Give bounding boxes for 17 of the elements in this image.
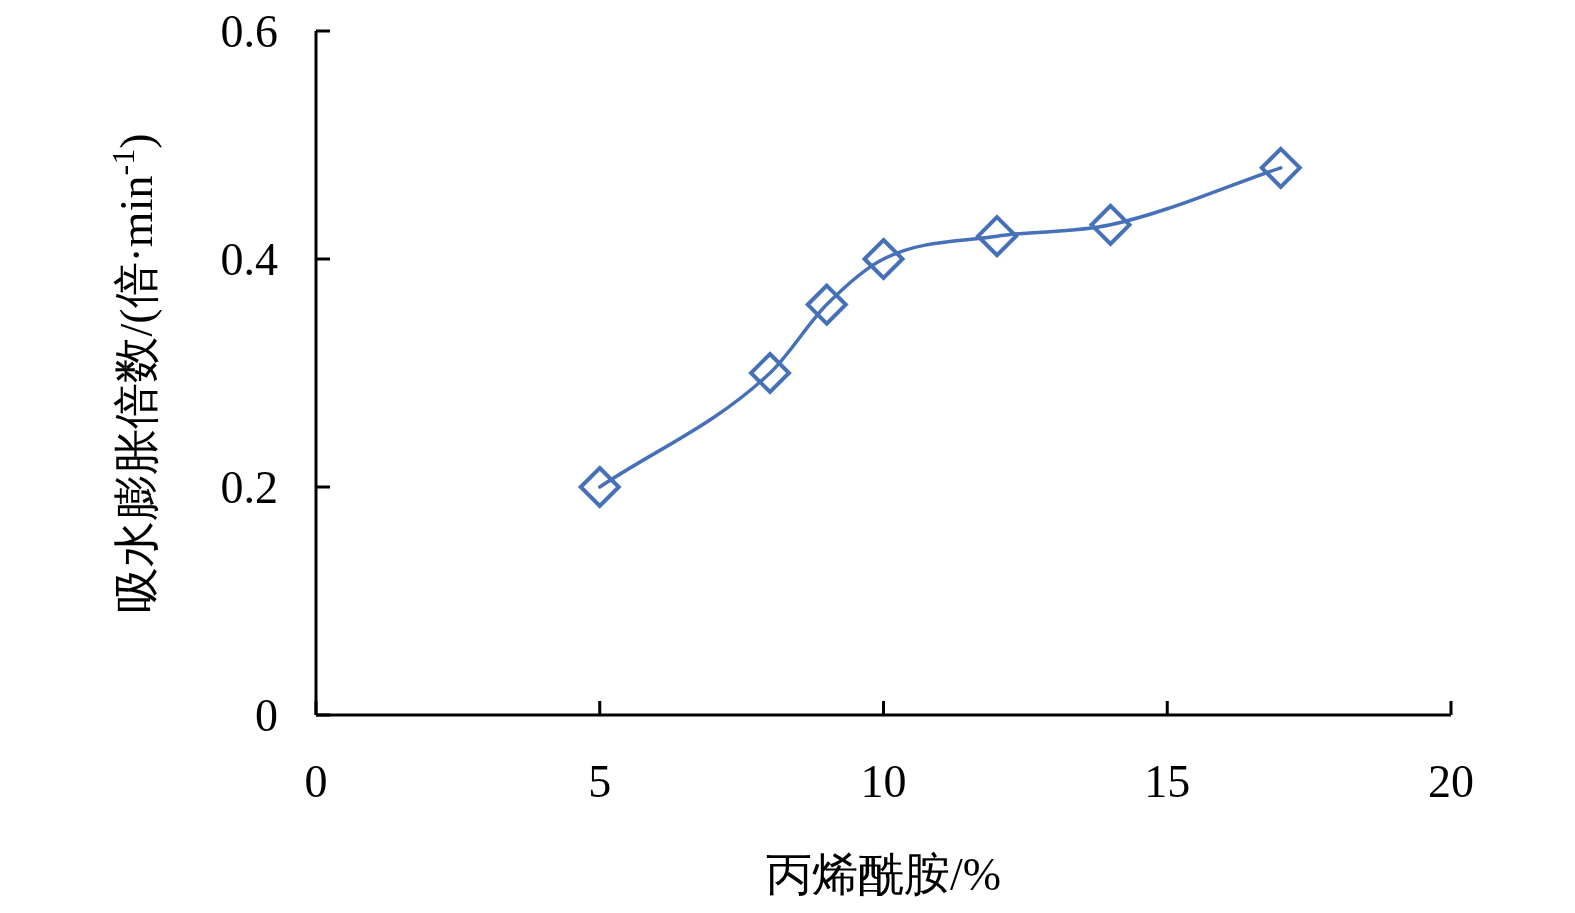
point — [976, 215, 1018, 258]
y-tick-label: 0.2 — [220, 462, 278, 513]
y-tick-label: 0.6 — [220, 6, 278, 57]
x-tick-label: 10 — [860, 756, 907, 807]
point — [749, 352, 791, 394]
y-tick-label: 0 — [255, 690, 278, 741]
x-tick-label: 15 — [1144, 756, 1191, 807]
point — [578, 466, 621, 508]
x-tick-label: 20 — [1428, 756, 1474, 807]
x-tick-label: 5 — [588, 756, 612, 807]
x-tick-label: 0 — [304, 756, 328, 807]
point — [862, 238, 905, 280]
point — [805, 283, 848, 326]
x-axis-title: 丙烯酰胺/% — [765, 849, 1002, 900]
point — [1259, 146, 1302, 189]
y-tick-label: 0.4 — [220, 234, 278, 285]
point — [1089, 203, 1132, 246]
